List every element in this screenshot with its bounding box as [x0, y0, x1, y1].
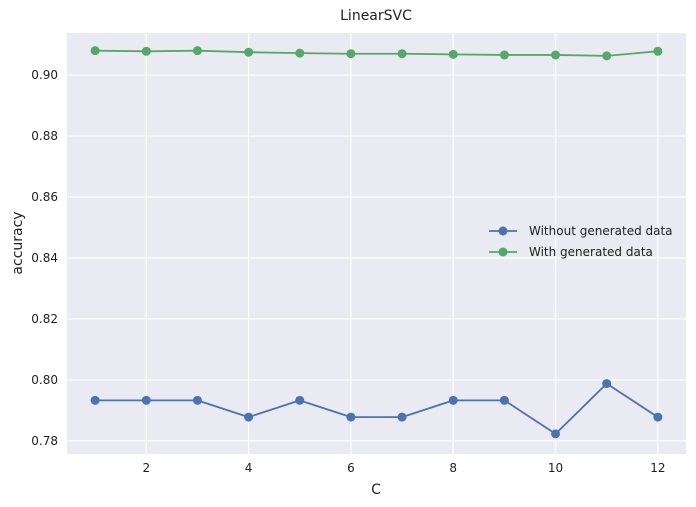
y-tick-label: 0.82	[31, 312, 58, 326]
data-point	[551, 50, 561, 60]
x-tick-label: 12	[650, 461, 665, 475]
series-1	[90, 379, 663, 439]
y-tick-label: 0.88	[31, 129, 58, 143]
data-point	[448, 395, 458, 405]
legend-item: With generated data	[489, 245, 653, 259]
plot-area	[67, 33, 686, 454]
chart-title: LinearSVC	[340, 8, 412, 24]
x-tick-label: 8	[449, 461, 457, 475]
x-tick-label: 6	[347, 461, 355, 475]
legend-label: With generated data	[529, 245, 653, 259]
data-point	[346, 49, 356, 59]
legend-item: Without generated data	[489, 224, 673, 238]
legend-marker	[498, 247, 508, 257]
data-point	[244, 47, 254, 57]
data-point	[397, 49, 407, 59]
x-tick-label: 2	[142, 461, 150, 475]
data-point	[602, 51, 612, 61]
data-point	[295, 48, 305, 58]
data-point	[141, 46, 151, 56]
x-axis-label: C	[371, 482, 381, 498]
series-layer	[90, 46, 663, 439]
series-2	[90, 46, 663, 61]
legend: Without generated data With generated dat…	[489, 224, 673, 259]
data-point	[192, 395, 202, 405]
legend-marker	[498, 226, 508, 236]
legend-label: Without generated data	[529, 224, 673, 238]
y-axis-label: accuracy	[10, 211, 26, 274]
data-point	[448, 49, 458, 59]
data-point	[499, 395, 509, 405]
data-point	[551, 429, 561, 439]
data-point	[141, 395, 151, 405]
y-tick-label: 0.84	[31, 251, 58, 265]
data-point	[244, 412, 254, 422]
data-point	[295, 395, 305, 405]
data-point	[397, 412, 407, 422]
data-point	[346, 412, 356, 422]
data-point	[90, 46, 100, 56]
y-tick-label: 0.86	[31, 190, 58, 204]
y-tick-label: 0.78	[31, 434, 58, 448]
series-line	[95, 382, 659, 435]
data-point	[90, 395, 100, 405]
y-tick-label: 0.80	[31, 373, 58, 387]
y-tick-label: 0.90	[31, 68, 58, 82]
data-point	[499, 50, 509, 60]
data-point	[602, 379, 612, 389]
x-tick-label: 4	[245, 461, 253, 475]
series-line	[95, 49, 658, 57]
data-point	[653, 412, 663, 422]
x-tick-label: 10	[548, 461, 563, 475]
grid	[67, 33, 686, 454]
data-point	[192, 46, 202, 56]
data-point	[653, 46, 663, 56]
tick-labels: 2 4 6 8 10 12 0.78 0.80 0.82 0.84 0.86 0.88 0.90	[31, 68, 665, 475]
